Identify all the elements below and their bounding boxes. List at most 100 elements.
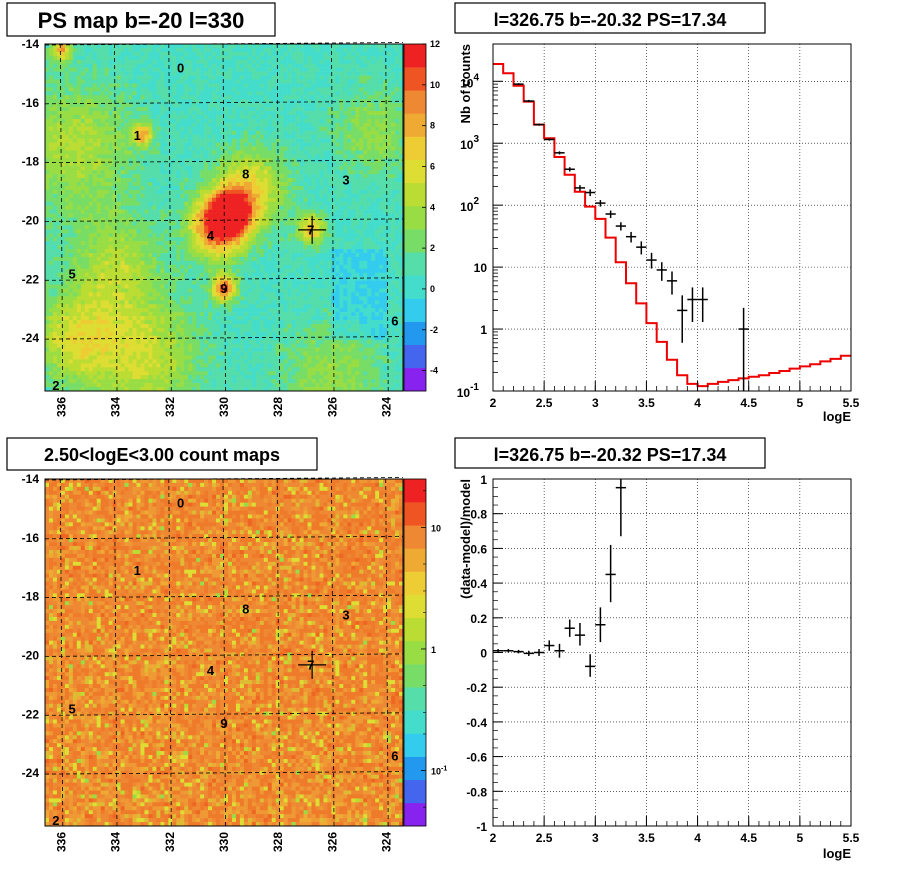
ps-map-cell	[184, 205, 189, 210]
ps-map-cell	[399, 209, 403, 214]
ps-map-cell	[271, 107, 277, 112]
ps-map-cell	[45, 79, 50, 84]
ps-map-cell	[279, 130, 284, 135]
ps-map-cell	[335, 162, 340, 167]
ps-map-cell	[363, 229, 368, 234]
ps-map-cell	[331, 114, 336, 120]
ps-map-cell	[355, 233, 360, 238]
ps-map-cell	[184, 225, 189, 230]
ps-map-cell	[64, 95, 70, 100]
ps-map-cell	[92, 99, 98, 104]
ps-map-cell	[100, 150, 105, 155]
ps-map-cell	[144, 197, 149, 203]
ps-map-cell	[100, 146, 105, 151]
ps-map-cell	[307, 87, 312, 92]
ps-map-cell	[132, 154, 137, 159]
ps-map-cell	[200, 189, 205, 195]
ps-map-cell	[259, 229, 265, 234]
ps-map-cell	[359, 185, 364, 191]
ps-map-cell	[164, 47, 169, 53]
ps-map-cell	[200, 158, 205, 163]
ps-map-cell	[84, 237, 90, 242]
ps-map-cell	[275, 256, 280, 262]
ps-map-cell	[196, 114, 201, 120]
ps-map-cell	[96, 241, 101, 246]
ps-map-cell	[148, 150, 153, 155]
ps-map-cell	[100, 47, 105, 53]
ps-map-cell	[112, 241, 117, 246]
ps-map-cell	[239, 229, 245, 234]
ps-map-cell	[132, 111, 137, 116]
ps-map-cell	[347, 237, 352, 242]
ps-map-cell	[307, 154, 312, 159]
ps-map-cell	[192, 229, 197, 234]
ps-map-cell	[152, 170, 157, 175]
ps-map-cell	[359, 130, 364, 135]
ps-map-cell	[224, 142, 229, 147]
ps-map-cell	[108, 138, 113, 143]
ps-map-cell	[116, 221, 121, 226]
ps-map-cell	[259, 154, 265, 159]
ps-map-cell	[295, 249, 300, 254]
ps-map-cell	[212, 260, 217, 266]
ps-map-cell	[387, 209, 392, 214]
ps-map-cell	[359, 249, 364, 254]
ps-map-cell	[120, 59, 125, 65]
ps-map-cell	[331, 107, 336, 112]
ps-map-cell	[335, 59, 340, 65]
ps-map-cell	[247, 111, 253, 116]
ps-map-cell	[172, 122, 177, 128]
ps-map-cell	[156, 44, 161, 49]
ps-map-cell	[68, 174, 74, 179]
ps-map-cell	[132, 114, 137, 120]
ps-map-cell	[343, 111, 348, 116]
ps-map-cell	[152, 47, 157, 53]
ps-map-cell	[375, 252, 380, 258]
ps-map-cell	[208, 256, 213, 262]
ps-map-cell	[76, 197, 82, 203]
ps-map-cell	[164, 150, 169, 155]
ps-map-cell	[196, 55, 201, 61]
ps-map-cell	[52, 166, 58, 171]
ps-map-cell	[295, 134, 300, 139]
ps-map-cell	[104, 118, 109, 124]
ps-map-cell	[148, 142, 153, 147]
ps-map-cell	[359, 182, 364, 187]
ps-map-cell	[52, 146, 58, 151]
ps-map-cell	[335, 67, 340, 72]
ps-map-cell	[303, 225, 308, 230]
ps-map-cell	[231, 103, 237, 108]
ps-map-cell	[180, 174, 185, 179]
ps-map-cell	[188, 217, 193, 222]
ps-map-cell	[359, 142, 364, 147]
ps-map-cell	[307, 134, 312, 139]
ps-map-cell	[124, 237, 129, 242]
ps-map-cell	[303, 95, 308, 100]
ps-map-cell	[56, 138, 62, 143]
ps-map-cell	[343, 44, 348, 49]
ps-map-cell	[355, 103, 360, 108]
ps-map-cell	[255, 59, 261, 65]
ps-map-cell	[136, 170, 141, 175]
ps-map-cell	[299, 217, 304, 222]
ps-map-cell	[379, 217, 384, 222]
ps-map-cell	[76, 55, 82, 61]
ps-map-cell	[347, 229, 352, 234]
ps-map-cell	[251, 241, 257, 246]
ps-map-cell	[192, 55, 197, 61]
ps-map-cell	[227, 51, 233, 57]
ps-map-cell	[395, 91, 400, 96]
ps-map-cell	[263, 249, 269, 254]
ps-map-cell	[160, 229, 165, 234]
ps-map-cell	[331, 162, 336, 167]
ps-map-cell	[184, 260, 189, 266]
ps-map-cell	[371, 134, 376, 139]
ps-map-cell	[108, 150, 113, 155]
ps-map-cell	[136, 162, 141, 167]
ps-map-cell	[164, 63, 169, 68]
ps-map-cell	[208, 142, 213, 147]
ps-map-cell	[152, 205, 157, 210]
ps-map-cell	[112, 217, 117, 222]
ps-map-cell	[287, 118, 292, 124]
ps-map-cell	[132, 118, 137, 124]
